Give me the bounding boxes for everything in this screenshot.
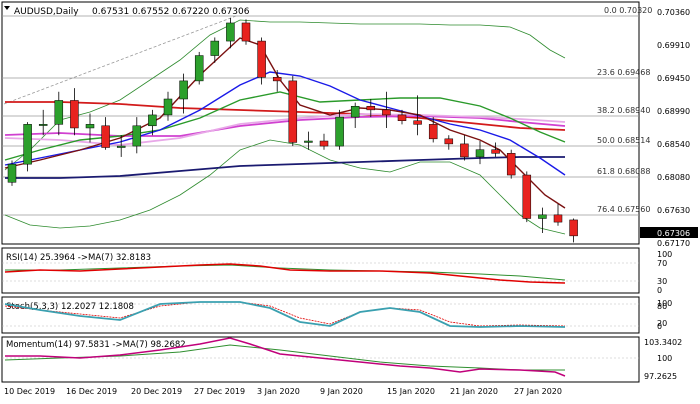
candle-bullish[interactable] xyxy=(226,22,235,42)
ma-dark-red xyxy=(4,37,566,209)
date-label-4: 3 Jan 2020 xyxy=(257,387,300,396)
ma-magenta xyxy=(4,115,566,137)
candle-bearish[interactable] xyxy=(382,109,391,116)
candle-bearish[interactable] xyxy=(491,149,500,154)
ma-green xyxy=(4,91,566,161)
candle-bearish[interactable] xyxy=(241,22,251,42)
date-label-3: 27 Dec 2019 xyxy=(194,387,245,396)
fib-label-3: 50.0 0.68514 xyxy=(597,136,650,145)
candle-bullish[interactable] xyxy=(54,100,64,125)
date-label-8: 27 Jan 2020 xyxy=(514,387,562,396)
current-price-badge xyxy=(640,227,698,238)
candle-bearish[interactable] xyxy=(397,114,407,121)
bollinger-lower xyxy=(4,139,566,235)
candle-bullish[interactable] xyxy=(304,140,313,143)
stoch-level-80: 80 xyxy=(657,302,667,311)
price-label-2: 0.69450 xyxy=(657,74,690,83)
stoch-k-line xyxy=(4,301,566,328)
candle-bullish[interactable] xyxy=(148,114,157,127)
fib-label-2: 38.2 0.68940 xyxy=(597,106,650,115)
price-label-4: 0.68540 xyxy=(657,140,690,149)
price-label-7: 0.67170 xyxy=(657,239,690,248)
momentum-line xyxy=(5,337,566,377)
price-axis: 0.70360 0.69910 0.69450 0.68990 0.68540 … xyxy=(640,8,698,248)
date-label-7: 21 Jan 2020 xyxy=(450,387,498,396)
candle-bearish[interactable] xyxy=(319,140,329,147)
candle-bullish[interactable] xyxy=(475,149,485,158)
stoch-level-0: 0 xyxy=(657,322,662,331)
stoch-title: Stoch(5,3,3) 12.2027 12.1808 xyxy=(6,302,134,312)
trend-line[interactable] xyxy=(3,15,237,105)
price-label-5: 0.68080 xyxy=(657,173,690,182)
candle-bearish[interactable] xyxy=(428,124,438,140)
date-label-0: 10 Dec 2019 xyxy=(4,387,55,396)
price-label-3: 0.68990 xyxy=(657,107,690,116)
stoch-level-20: 20 xyxy=(657,319,667,328)
candle-bullish[interactable] xyxy=(23,124,32,165)
date-label-6: 15 Jan 2020 xyxy=(387,387,435,396)
candle-bullish[interactable] xyxy=(7,163,17,183)
fib-label-5: 76.4 0.67560 xyxy=(597,205,650,214)
candle-bearish[interactable] xyxy=(288,80,298,143)
price-label-6: 0.67630 xyxy=(657,206,690,215)
main-price-panel[interactable] xyxy=(1,1,640,245)
price-label-0: 0.70360 xyxy=(657,8,690,17)
candle-bearish[interactable] xyxy=(272,77,282,82)
candle-bullish[interactable] xyxy=(116,145,126,148)
candle-bullish[interactable] xyxy=(179,80,188,100)
ma-dark-blue xyxy=(5,156,565,179)
rsi-line xyxy=(4,263,566,284)
momentum-level-low: 97.2625 xyxy=(644,372,677,381)
candle-bearish[interactable] xyxy=(70,100,79,129)
date-label-2: 20 Dec 2019 xyxy=(131,387,182,396)
candle-bearish[interactable] xyxy=(257,40,266,78)
stoch-d-line xyxy=(4,301,566,327)
momentum-level-high: 103.3402 xyxy=(644,338,682,347)
candle-bullish[interactable] xyxy=(350,105,360,118)
candle-bullish[interactable] xyxy=(132,125,142,147)
candle-bullish[interactable] xyxy=(194,55,204,82)
fib-label-0: 0.0 0.70320 xyxy=(604,6,652,15)
stoch-level-100: 100 xyxy=(657,299,672,308)
rsi-ma-line xyxy=(5,264,566,281)
bollinger-upper xyxy=(4,19,566,171)
candle-bearish[interactable] xyxy=(522,174,532,219)
rsi-level-30: 30 xyxy=(657,277,667,286)
rsi-title: RSI(14) 25.3964 ->MA(7) 32.8183 xyxy=(6,253,151,263)
candles[interactable] xyxy=(7,17,578,243)
rsi-level-70: 70 xyxy=(657,259,667,268)
candle-bearish[interactable] xyxy=(553,214,563,223)
rsi-level-0: 0 xyxy=(657,286,662,295)
date-label-5: 9 Jan 2020 xyxy=(320,387,363,396)
candle-bullish[interactable] xyxy=(210,40,220,56)
candle-bullish[interactable] xyxy=(538,214,547,219)
momentum-title: Momentum(14) 97.5831 ->MA(7) 98.2682 xyxy=(6,340,186,350)
ma-red-flat xyxy=(5,101,566,131)
chart-ohlc: 0.67531 0.67552 0.67220 0.67306 xyxy=(92,7,250,17)
current-price-label: 0.67306 xyxy=(657,229,690,238)
collapse-arrow-icon[interactable] xyxy=(4,6,10,10)
price-label-1: 0.69910 xyxy=(657,41,690,50)
candle-bullish[interactable] xyxy=(38,124,48,126)
candle-bearish[interactable] xyxy=(506,153,516,176)
rsi-level-100: 100 xyxy=(657,250,672,259)
candle-bullish[interactable] xyxy=(85,124,95,129)
candle-bullish[interactable] xyxy=(163,98,173,116)
date-axis: 10 Dec 2019 16 Dec 2019 20 Dec 2019 27 D… xyxy=(4,387,562,396)
fib-label-1: 23.6 0.69468 xyxy=(597,68,650,77)
ma-blue xyxy=(4,71,566,176)
candle-bearish[interactable] xyxy=(460,143,469,158)
candle-bearish[interactable] xyxy=(366,105,376,111)
candle-bearish[interactable] xyxy=(413,120,422,125)
candle-bearish[interactable] xyxy=(444,138,454,145)
fib-label-4: 61.8 0.68088 xyxy=(597,167,650,176)
chart-symbol: AUDUSD,Daily xyxy=(14,7,79,17)
candle-bearish[interactable] xyxy=(569,219,578,237)
momentum-panel[interactable] xyxy=(1,336,640,383)
candle-bearish[interactable] xyxy=(101,125,110,148)
momentum-level-100: 100 xyxy=(657,354,672,363)
date-label-1: 16 Dec 2019 xyxy=(66,387,117,396)
candle-bullish[interactable] xyxy=(335,116,344,147)
